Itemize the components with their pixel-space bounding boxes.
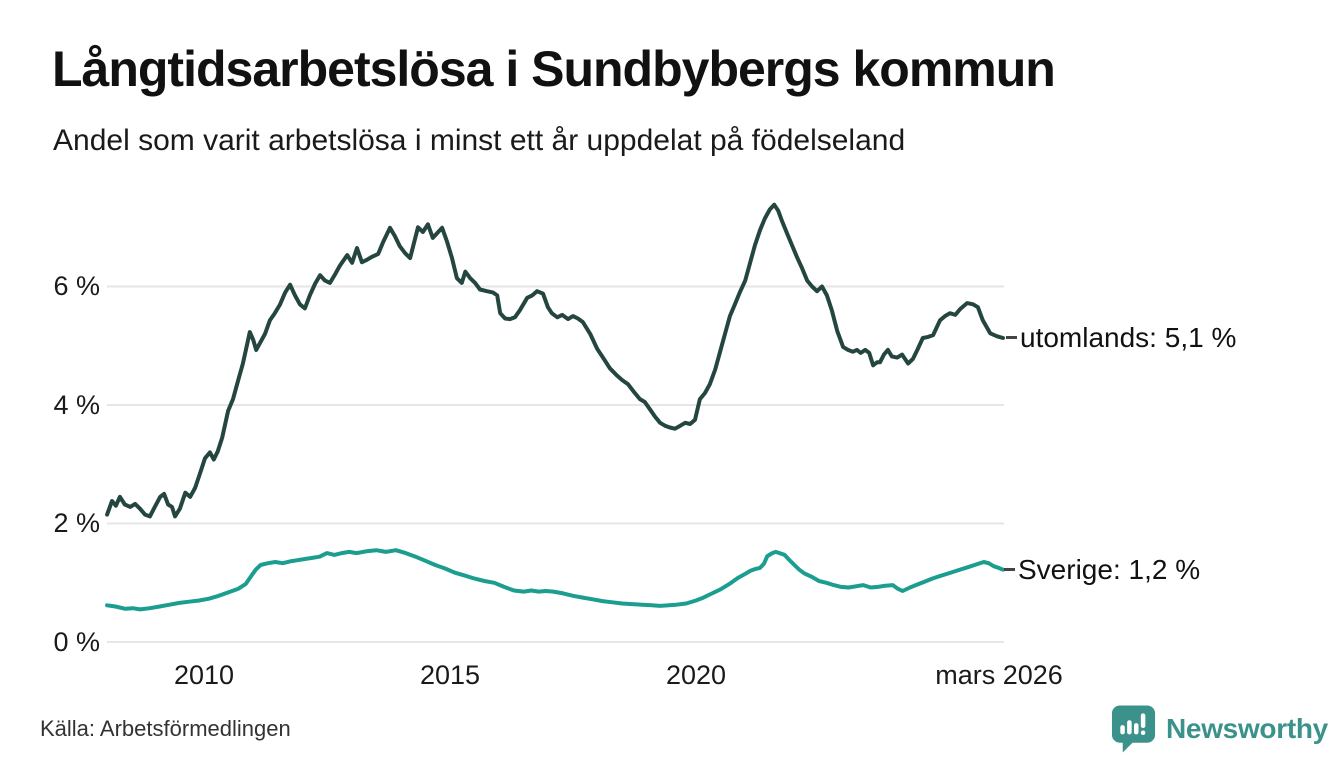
series-line-utomlands (105, 202, 1005, 519)
series-end-label-utomlands: utomlands: 5,1 % (1020, 322, 1237, 353)
series-end-label-sverige: Sverige: 1,2 % (1018, 554, 1201, 585)
x-axis-tick-label-2015: 2015 (419, 660, 481, 690)
source-note: Källa: Arbetsförmedlingen (40, 716, 291, 741)
x-axis-tick-label-2020: 2020 (665, 660, 727, 690)
x-axis-tick-label-mars-2026: mars 2026 (935, 660, 1063, 690)
series-label-connector-utomlands (1006, 336, 1017, 339)
newsworthy-wordmark: Newsworthy (1166, 713, 1328, 744)
y-axis-tick-label-6: 6 % (53, 271, 100, 301)
newsworthy-logo: Newsworthy (1110, 702, 1328, 756)
newsworthy-speech-bubble-chart-icon (1111, 705, 1156, 753)
y-axis-tick-label-0: 0 % (53, 627, 100, 657)
y-axis-tick-label-4: 4 % (53, 390, 100, 420)
series-line-Sverige (105, 548, 1005, 612)
x-axis-tick-label-2010: 2010 (173, 660, 235, 690)
chart-subtitle: Andel som varit arbetslösa i minst ett å… (53, 124, 906, 157)
series-label-connector-sverige (1004, 568, 1015, 571)
chart-title: Långtidsarbetslösa i Sundbybergs kommun (52, 41, 1056, 97)
y-axis-tick-label-2: 2 % (53, 508, 100, 538)
